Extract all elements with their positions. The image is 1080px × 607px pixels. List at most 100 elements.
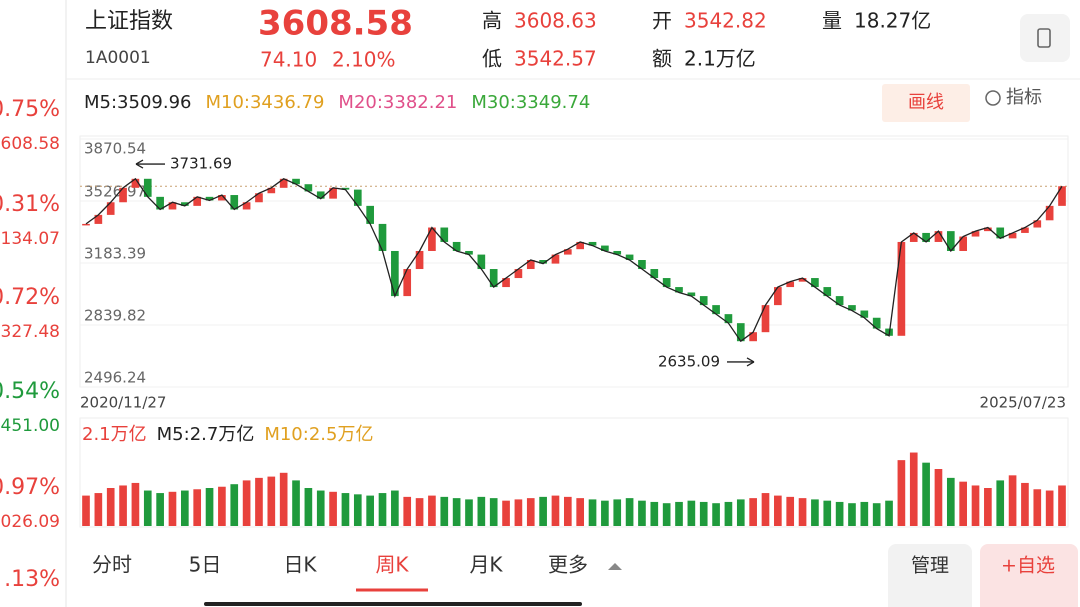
candle bbox=[193, 196, 202, 206]
candle bbox=[613, 250, 622, 255]
tab-label: 更多 bbox=[548, 553, 588, 577]
volume-bar bbox=[835, 501, 844, 526]
candle bbox=[1045, 205, 1054, 221]
volume-bar bbox=[526, 498, 535, 526]
tab[interactable]: 日K bbox=[283, 553, 317, 577]
side-item[interactable]: 0.31% 134.07 bbox=[0, 192, 60, 249]
candle bbox=[304, 184, 313, 192]
volume-bar bbox=[774, 495, 782, 526]
candle bbox=[563, 249, 572, 255]
tab[interactable]: 月K bbox=[469, 553, 503, 577]
candle bbox=[712, 305, 720, 315]
volume-bar bbox=[848, 503, 856, 526]
volume-label: M10:2.5万亿 bbox=[264, 424, 373, 445]
candle bbox=[477, 254, 486, 270]
candle bbox=[798, 278, 807, 282]
candle bbox=[279, 178, 288, 188]
volume-bar bbox=[551, 495, 560, 526]
tab[interactable]: 5日 bbox=[189, 553, 222, 577]
side-price: 451.00 bbox=[1, 416, 60, 436]
candle bbox=[736, 323, 745, 342]
volume-bar bbox=[205, 488, 214, 526]
candle bbox=[415, 250, 424, 270]
change: 74.10 bbox=[260, 48, 317, 72]
y-tick-label: 2496.24 bbox=[84, 369, 146, 387]
volume-label: M5:2.7万亿 bbox=[157, 424, 255, 445]
tab-label: 日K bbox=[283, 553, 317, 577]
ma-label: M5:3509.96 bbox=[84, 92, 191, 113]
candle bbox=[761, 305, 770, 333]
candle bbox=[946, 231, 955, 251]
volume-bar bbox=[353, 494, 362, 526]
volume-bar bbox=[662, 503, 671, 526]
volume-bar bbox=[452, 498, 461, 526]
volume-bar bbox=[625, 498, 634, 526]
draw-button[interactable]: 画线 bbox=[882, 84, 970, 122]
stat-value: 18.27亿 bbox=[854, 9, 931, 33]
volume-bar bbox=[736, 499, 745, 526]
candle bbox=[601, 245, 609, 251]
volume-bar bbox=[403, 496, 412, 526]
button-label: +自选 bbox=[1001, 555, 1055, 577]
candle bbox=[996, 227, 1005, 239]
volume-bar bbox=[489, 498, 498, 526]
tab[interactable]: 分时 bbox=[92, 553, 132, 577]
volume-bar bbox=[230, 484, 239, 526]
candle bbox=[403, 269, 412, 297]
side-change: 0.54% bbox=[0, 379, 60, 404]
side-item[interactable]: 0.75% 608.58 bbox=[0, 97, 60, 154]
volume-bar bbox=[687, 500, 696, 526]
candle bbox=[341, 187, 350, 190]
quote-button[interactable] bbox=[1020, 14, 1070, 62]
candle bbox=[934, 231, 943, 242]
side-change: 0.31% bbox=[0, 192, 60, 217]
candle bbox=[156, 196, 164, 210]
candle bbox=[205, 196, 214, 201]
stock-code: 1A0001 bbox=[85, 48, 151, 68]
side-item[interactable]: 0.54% 451.00 bbox=[0, 379, 60, 436]
candle bbox=[378, 223, 387, 251]
candle bbox=[638, 260, 646, 270]
tab[interactable]: 周K bbox=[356, 553, 428, 592]
candle bbox=[786, 281, 795, 288]
button-bg bbox=[882, 84, 970, 122]
volume-bar bbox=[378, 493, 387, 526]
volume-bar bbox=[131, 482, 140, 526]
stat-value: 2.1万亿 bbox=[684, 47, 756, 71]
y-tick-label: 3526.97 bbox=[84, 182, 146, 200]
volume-bar bbox=[823, 500, 832, 526]
tab[interactable]: 更多 bbox=[548, 553, 588, 577]
side-price: 608.58 bbox=[1, 134, 60, 154]
candle bbox=[687, 292, 696, 297]
candle bbox=[675, 287, 683, 293]
volume-bar bbox=[279, 472, 288, 526]
candle bbox=[255, 193, 263, 203]
close-line bbox=[85, 177, 1063, 343]
low-label: 2635.09 bbox=[658, 352, 720, 370]
volume-bar bbox=[563, 496, 572, 526]
candle bbox=[329, 187, 337, 199]
volume-bar bbox=[798, 498, 807, 526]
candle bbox=[897, 241, 906, 336]
indicator-button[interactable]: 指标 bbox=[985, 87, 1042, 108]
volume-bar bbox=[712, 503, 720, 526]
candle bbox=[502, 278, 510, 288]
candle bbox=[662, 278, 671, 288]
stat-value: 3542.57 bbox=[514, 47, 597, 71]
manage-button[interactable]: 管理 bbox=[888, 544, 972, 607]
side-item[interactable]: 0.97% 026.09 bbox=[0, 475, 60, 532]
volume-bar bbox=[143, 490, 152, 526]
side-item[interactable]: .13% bbox=[4, 567, 60, 592]
add-button[interactable]: +自选 bbox=[980, 544, 1078, 607]
volume-bar bbox=[650, 501, 659, 526]
y-tick-label: 2839.82 bbox=[84, 306, 146, 324]
candle bbox=[526, 260, 535, 270]
volume-bar bbox=[218, 486, 226, 526]
side-price: 134.07 bbox=[1, 229, 60, 249]
candle bbox=[391, 250, 399, 297]
ma-label: M20:3382.21 bbox=[338, 92, 457, 113]
side-item[interactable]: 0.72% 327.48 bbox=[0, 285, 60, 342]
volume-bar bbox=[428, 495, 436, 526]
